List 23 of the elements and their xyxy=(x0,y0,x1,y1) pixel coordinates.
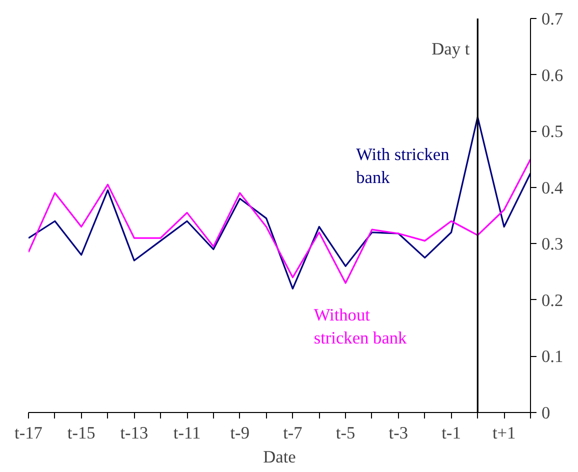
x-axis-title: Date xyxy=(263,448,296,466)
y-tick-label: 0.6 xyxy=(542,66,564,85)
y-tick-label: 0.2 xyxy=(542,290,564,310)
x-tick-label: t-1 xyxy=(442,424,461,442)
x-tick-label: t-17 xyxy=(14,424,43,442)
annotation: Day t xyxy=(432,40,470,58)
x-tick-label: t-3 xyxy=(388,424,408,442)
y-tick-label: 0.3 xyxy=(542,234,564,254)
x-tick-label: t-13 xyxy=(120,424,148,442)
series-label: With stricken bank xyxy=(356,145,450,187)
y-tick-label: 0.7 xyxy=(542,10,564,28)
x-tick-label: t-7 xyxy=(283,424,303,442)
y-tick-label: 0.5 xyxy=(542,122,564,142)
line-series xyxy=(28,116,530,290)
text: Without stricken bank xyxy=(314,306,408,348)
x-tick-label: t-9 xyxy=(230,424,250,442)
y-tick-label: 0 xyxy=(542,404,550,422)
y-tick-label: 0.4 xyxy=(542,178,564,198)
x-tick-label: t-11 xyxy=(173,424,201,442)
y-tick-label: 0.1 xyxy=(542,347,564,366)
x-tick-label: t+1 xyxy=(492,424,516,442)
x-tick-label: t-15 xyxy=(67,424,96,442)
x-tick-label: t-5 xyxy=(336,424,356,442)
